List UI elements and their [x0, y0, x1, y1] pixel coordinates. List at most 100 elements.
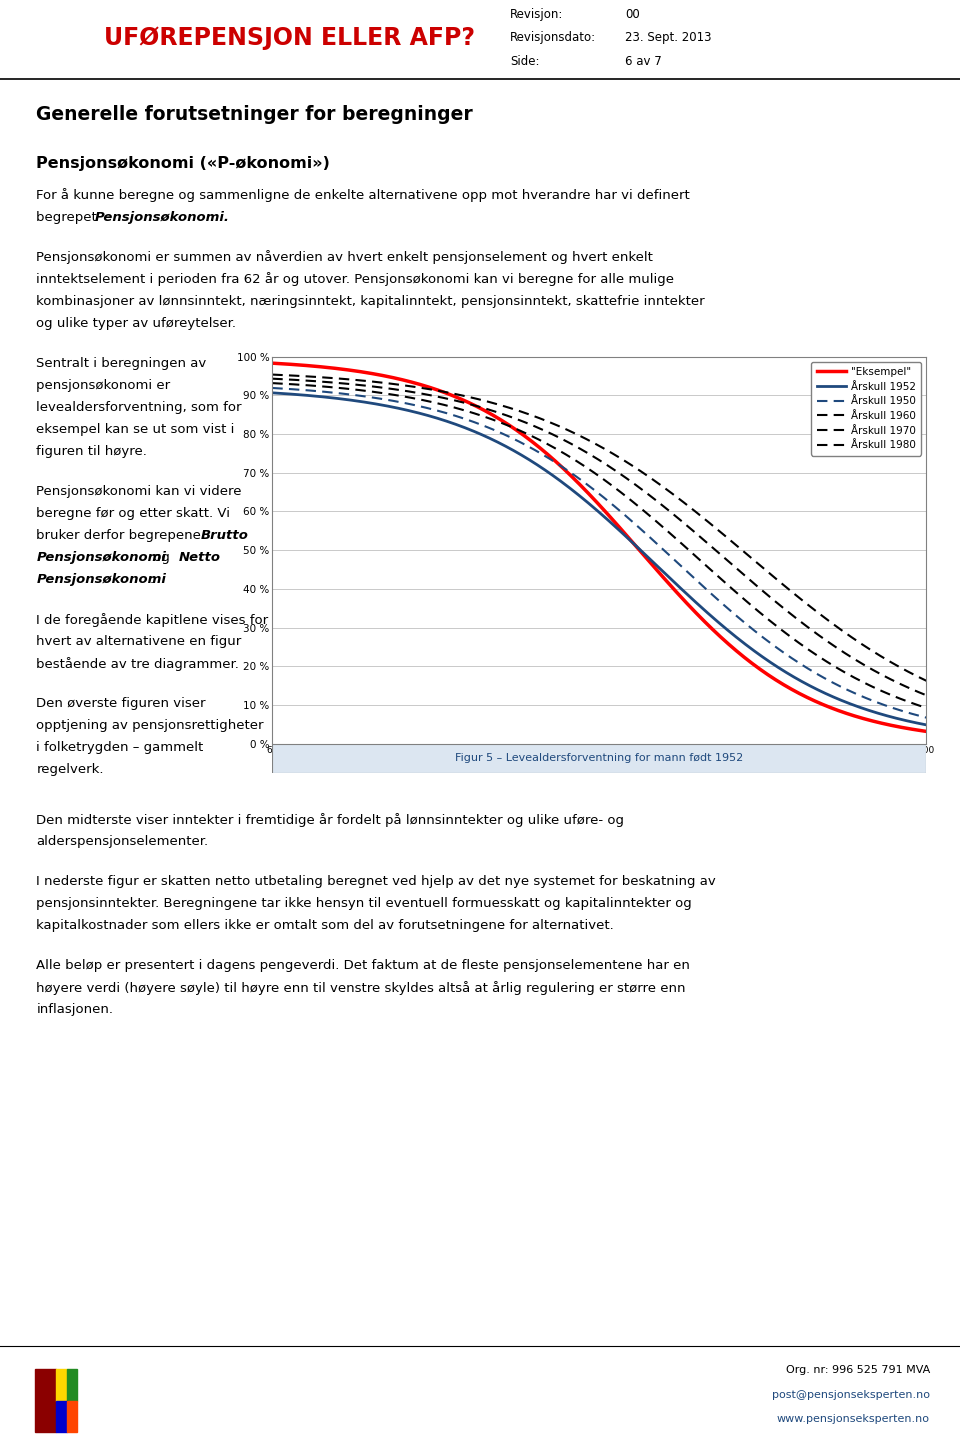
"Eksempel": [656, 566, 667, 584]
Text: I de foregående kapitlene vises for: I de foregående kapitlene vises for: [36, 613, 269, 627]
Text: 23. Sept. 2013: 23. Sept. 2013: [625, 32, 711, 45]
Line: Årskull 1952: Årskull 1952: [273, 393, 926, 725]
Årskull 1970: [577, 441, 588, 459]
Bar: [66, 1369, 77, 1401]
Årskull 1970: [267, 370, 278, 388]
Årskull 1950: [581, 476, 592, 494]
Årskull 1950: [577, 473, 588, 491]
Text: Alle beløp er presentert i dagens pengeverdi. Det faktum at de fleste pensjonsel: Alle beløp er presentert i dagens pengev…: [36, 960, 690, 971]
Årskull 1970: [620, 469, 632, 486]
Årskull 1980: [620, 453, 632, 470]
Text: inflasjonen.: inflasjonen.: [36, 1003, 113, 1016]
Årskull 1952: [656, 562, 667, 579]
Text: .: .: [150, 574, 154, 587]
"Eksempel": [581, 484, 592, 501]
Text: I nederste figur er skatten netto utbetaling beregnet ved hjelp av det nye syste: I nederste figur er skatten netto utbeta…: [36, 876, 716, 889]
"Eksempel": [905, 720, 917, 738]
Text: Pensjonsøkonomi.: Pensjonsøkonomi.: [94, 211, 229, 224]
Text: Pensjonsøkonomi kan vi videre: Pensjonsøkonomi kan vi videre: [36, 485, 242, 498]
Text: Figur 5 – Levealdersforventning for mann født 1952: Figur 5 – Levealdersforventning for mann…: [455, 754, 743, 764]
Text: beregne før og etter skatt. Vi: beregne før og etter skatt. Vi: [36, 507, 230, 520]
Årskull 1970: [656, 497, 667, 514]
Årskull 1980: [581, 431, 592, 449]
Årskull 1980: [905, 664, 917, 681]
Text: kapitalkostnader som ellers ikke er omtalt som del av forutsetningene for altern: kapitalkostnader som ellers ikke er omta…: [36, 919, 614, 932]
Text: begrepet: begrepet: [36, 211, 102, 224]
"Eksempel": [577, 479, 588, 497]
Text: pensjonsøkonomi er: pensjonsøkonomi er: [36, 379, 171, 392]
Text: Pensjonsøkonomi: Pensjonsøkonomi: [36, 552, 166, 563]
Text: Den midterste viser inntekter i fremtidige år fordelt på lønnsinntekter og ulike: Den midterste viser inntekter i fremtidi…: [36, 813, 624, 828]
Text: levealdersforventning, som for: levealdersforventning, som for: [36, 401, 242, 414]
Legend: "Eksempel", Årskull 1952, Årskull 1950, Årskull 1960, Årskull 1970, Årskull 1980: "Eksempel", Årskull 1952, Årskull 1950, …: [811, 362, 922, 456]
Text: figuren til høyre.: figuren til høyre.: [36, 444, 147, 457]
Bar: [66, 1401, 77, 1432]
Text: Pensjonsøkonomi: Pensjonsøkonomi: [36, 574, 166, 587]
Bar: [35, 1369, 56, 1432]
Årskull 1970: [803, 619, 814, 636]
Årskull 1952: [803, 677, 814, 694]
Text: eksempel kan se ut som vist i: eksempel kan se ut som vist i: [36, 423, 235, 436]
Text: Pensjonsøkonomi er summen av nåverdien av hvert enkelt pensjonselement og hvert : Pensjonsøkonomi er summen av nåverdien a…: [36, 250, 654, 264]
Årskull 1980: [803, 597, 814, 614]
Årskull 1970: [905, 680, 917, 697]
Line: Årskull 1960: Årskull 1960: [273, 383, 926, 709]
Årskull 1980: [577, 428, 588, 446]
Text: hvert av alternativene en figur: hvert av alternativene en figur: [36, 635, 242, 648]
Årskull 1950: [803, 661, 814, 678]
Årskull 1960: [905, 694, 917, 711]
Årskull 1950: [921, 709, 932, 726]
Årskull 1970: [921, 687, 932, 704]
Årskull 1950: [620, 508, 632, 526]
Line: Årskull 1970: Årskull 1970: [273, 379, 926, 696]
Text: Netto: Netto: [179, 552, 221, 563]
Line: Årskull 1950: Årskull 1950: [273, 388, 926, 717]
Årskull 1960: [577, 456, 588, 473]
Text: www.pensjonseksperten.no: www.pensjonseksperten.no: [777, 1414, 930, 1424]
Årskull 1970: [581, 444, 592, 462]
Line: Årskull 1980: Årskull 1980: [273, 375, 926, 681]
Text: Revisjonsdato:: Revisjonsdato:: [510, 32, 596, 45]
Text: Generelle forutsetninger for beregninger: Generelle forutsetninger for beregninger: [36, 105, 473, 123]
Text: opptjening av pensjonsrettigheter: opptjening av pensjonsrettigheter: [36, 719, 264, 732]
Årskull 1952: [921, 716, 932, 733]
Årskull 1960: [620, 488, 632, 505]
Text: bestående av tre diagrammer.: bestående av tre diagrammer.: [36, 658, 239, 671]
Text: 00: 00: [625, 9, 639, 22]
Text: og ulike typer av uføreytelser.: og ulike typer av uføreytelser.: [36, 317, 236, 330]
Årskull 1960: [803, 640, 814, 658]
"Eksempel": [921, 723, 932, 741]
Text: Den øverste figuren viser: Den øverste figuren viser: [36, 697, 206, 710]
Årskull 1960: [656, 517, 667, 534]
Text: post@pensjonseksperten.no: post@pensjonseksperten.no: [772, 1391, 930, 1400]
Text: pensjonsinntekter. Beregningene tar ikke hensyn til eventuell formuesskatt og ka: pensjonsinntekter. Beregningene tar ikke…: [36, 897, 692, 910]
Line: "Eksempel": "Eksempel": [273, 363, 926, 732]
Bar: [56, 1369, 66, 1401]
Text: bruker derfor begrepene: bruker derfor begrepene: [36, 529, 205, 542]
Text: 6 av 7: 6 av 7: [625, 55, 661, 68]
Årskull 1980: [656, 478, 667, 495]
Årskull 1952: [577, 489, 588, 507]
Årskull 1950: [656, 539, 667, 556]
Text: Org. nr: 996 525 791 MVA: Org. nr: 996 525 791 MVA: [785, 1365, 930, 1375]
Text: inntektselement i perioden fra 62 år og utover. Pensjonsøkonomi kan vi beregne f: inntektselement i perioden fra 62 år og …: [36, 273, 675, 286]
"Eksempel": [267, 354, 278, 372]
Text: kombinasjoner av lønnsinntekt, næringsinntekt, kapitalinntekt, pensjonsinntekt, : kombinasjoner av lønnsinntekt, næringsin…: [36, 295, 705, 308]
Text: i folketrygden – gammelt: i folketrygden – gammelt: [36, 741, 204, 754]
Text: Brutto: Brutto: [201, 529, 249, 542]
Årskull 1960: [581, 459, 592, 476]
Text: Side:: Side:: [510, 55, 540, 68]
Text: regelverk.: regelverk.: [36, 764, 104, 777]
Text: Sentralt i beregningen av: Sentralt i beregningen av: [36, 357, 206, 369]
Årskull 1952: [905, 713, 917, 730]
Text: UFØREPENSJON ELLER AFP?: UFØREPENSJON ELLER AFP?: [105, 26, 475, 49]
Årskull 1952: [267, 385, 278, 402]
Text: For å kunne beregne og sammenligne de enkelte alternativene opp mot hverandre ha: For å kunne beregne og sammenligne de en…: [36, 189, 690, 202]
Text: og: og: [150, 552, 175, 563]
Årskull 1950: [905, 704, 917, 722]
Årskull 1952: [620, 529, 632, 546]
Text: alderspensjonselementer.: alderspensjonselementer.: [36, 835, 208, 848]
"Eksempel": [620, 526, 632, 543]
Text: høyere verdi (høyere søyle) til høyre enn til venstre skyldes altså at årlig reg: høyere verdi (høyere søyle) til høyre en…: [36, 982, 686, 995]
Bar: [56, 1401, 66, 1432]
